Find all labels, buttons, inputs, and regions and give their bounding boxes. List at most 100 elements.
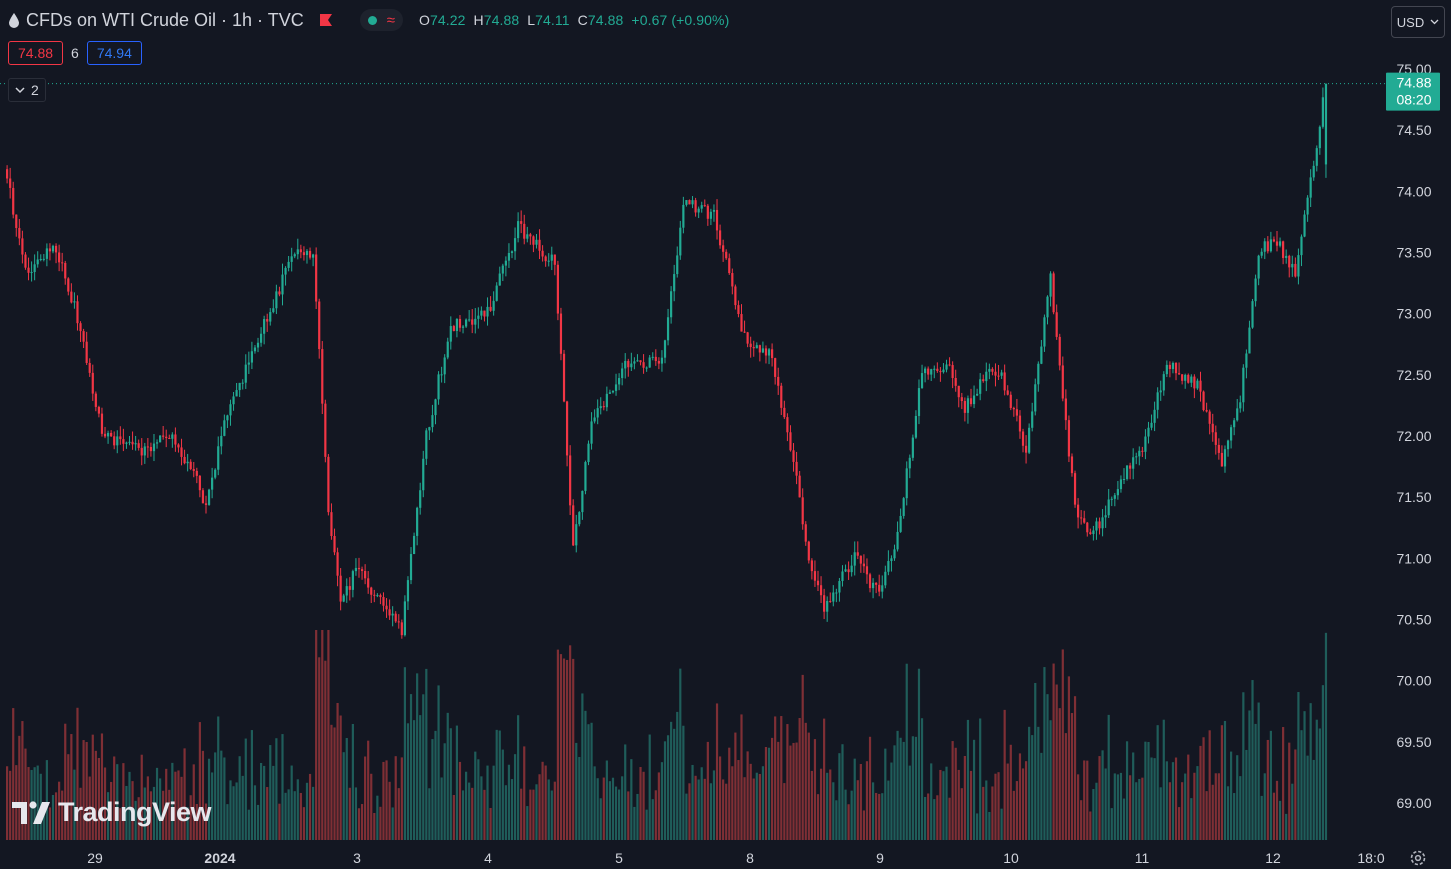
- candle-body: [596, 408, 599, 418]
- candle-body: [1144, 436, 1147, 452]
- volume-bar: [1211, 784, 1214, 840]
- volume-bar: [342, 752, 345, 840]
- volume-bar: [954, 747, 957, 840]
- gear-icon[interactable]: [1408, 848, 1428, 868]
- volume-bar: [679, 668, 682, 840]
- candle-body: [452, 326, 455, 332]
- volume-bar: [134, 800, 137, 840]
- candle-body: [1092, 530, 1095, 535]
- candle-body: [110, 432, 113, 437]
- volume-bar: [602, 777, 605, 840]
- candle-body: [654, 356, 657, 361]
- volume-bar: [642, 771, 645, 840]
- volume-bar: [21, 721, 24, 840]
- y-tick-label: 71.50: [1396, 489, 1431, 505]
- volume-bar: [633, 806, 636, 840]
- candle-body: [312, 254, 315, 258]
- volume-bar: [1046, 694, 1049, 840]
- candle-body: [544, 256, 547, 262]
- candle-body: [455, 318, 459, 332]
- candle-body: [1107, 499, 1110, 516]
- candle-body: [764, 348, 768, 356]
- candle-body: [798, 475, 801, 498]
- candle-body: [465, 319, 468, 327]
- candle-body: [388, 609, 391, 616]
- candle-body: [296, 249, 299, 255]
- volume-bar: [676, 711, 679, 840]
- candle-body: [642, 362, 645, 368]
- flag-icon[interactable]: [318, 12, 334, 28]
- candle-body: [792, 450, 795, 462]
- volume-bar: [596, 778, 599, 840]
- candle-body: [24, 254, 27, 268]
- volume-bar: [1269, 730, 1272, 840]
- candle-body: [584, 462, 587, 491]
- currency-select[interactable]: USD: [1391, 6, 1445, 38]
- volume-bar: [195, 804, 198, 840]
- candle-body: [1055, 312, 1058, 337]
- volume-bar: [70, 734, 73, 840]
- candle-body: [520, 221, 523, 224]
- candle-body: [498, 273, 501, 286]
- volume-bar: [1135, 782, 1138, 840]
- volume-bar: [446, 712, 449, 840]
- candle-body: [963, 401, 966, 413]
- y-tick-label: 74.50: [1396, 122, 1431, 138]
- volume-bar: [614, 786, 618, 840]
- volume-bar: [428, 788, 431, 840]
- candle-body: [982, 379, 985, 382]
- volume-bar: [131, 781, 134, 840]
- volume-bar: [908, 765, 911, 840]
- volume-bar: [920, 718, 924, 840]
- candle-body: [327, 456, 330, 513]
- volume-bar: [229, 780, 232, 840]
- candle-body: [761, 348, 765, 353]
- status-dot-icon: [367, 15, 377, 25]
- volume-bar: [979, 718, 982, 840]
- status-pill[interactable]: ≈: [359, 9, 403, 31]
- volume-bar: [235, 782, 238, 840]
- time-axis[interactable]: 29 2024 3 4 5 8 9 10 11 12 18:0: [87, 850, 1385, 866]
- candle-body: [397, 621, 400, 623]
- y-tick-label: 72.00: [1396, 428, 1431, 444]
- sell-button[interactable]: 74.88: [8, 41, 64, 65]
- volume-bar: [927, 793, 930, 840]
- volume-bar: [110, 781, 113, 840]
- price-axis[interactable]: 75.0074.5074.0073.5073.0072.5072.0071.50…: [1396, 61, 1431, 811]
- volume-bar: [670, 721, 673, 840]
- candle-body: [927, 368, 930, 375]
- candle-body: [777, 376, 780, 386]
- candle-body: [1230, 427, 1233, 441]
- candle-body: [403, 601, 406, 636]
- y-tick-label: 69.50: [1396, 734, 1431, 750]
- volume-bar: [963, 755, 966, 840]
- volume-bar: [1324, 632, 1328, 840]
- buy-button[interactable]: 74.94: [86, 41, 142, 65]
- candle-body: [382, 597, 385, 606]
- indicators-toggle[interactable]: 2: [8, 78, 46, 102]
- volume-bar: [801, 674, 804, 840]
- candle-body: [823, 595, 826, 612]
- symbol-title[interactable]: CFDs on WTI Crude Oil · 1h · TVC: [26, 9, 304, 30]
- candle-body: [685, 200, 688, 205]
- candle-body: [94, 393, 97, 407]
- candle-body: [1095, 521, 1098, 531]
- volume-bar: [42, 813, 45, 840]
- volume-bar: [764, 746, 768, 840]
- candle-body: [315, 254, 318, 302]
- volume-bar: [1248, 710, 1251, 840]
- candle-body: [333, 535, 336, 553]
- candle-body: [357, 567, 361, 570]
- candle-body: [489, 306, 492, 311]
- candle-body: [1269, 239, 1272, 252]
- candle-body: [734, 286, 737, 306]
- candle-body: [88, 362, 91, 373]
- volume-bar: [1168, 782, 1171, 840]
- candle-body: [1321, 97, 1324, 127]
- volume-bar: [91, 734, 94, 840]
- volume-bar: [159, 778, 162, 840]
- candle-body: [835, 592, 838, 594]
- candle-body: [1242, 367, 1245, 403]
- volume-bar: [660, 762, 664, 840]
